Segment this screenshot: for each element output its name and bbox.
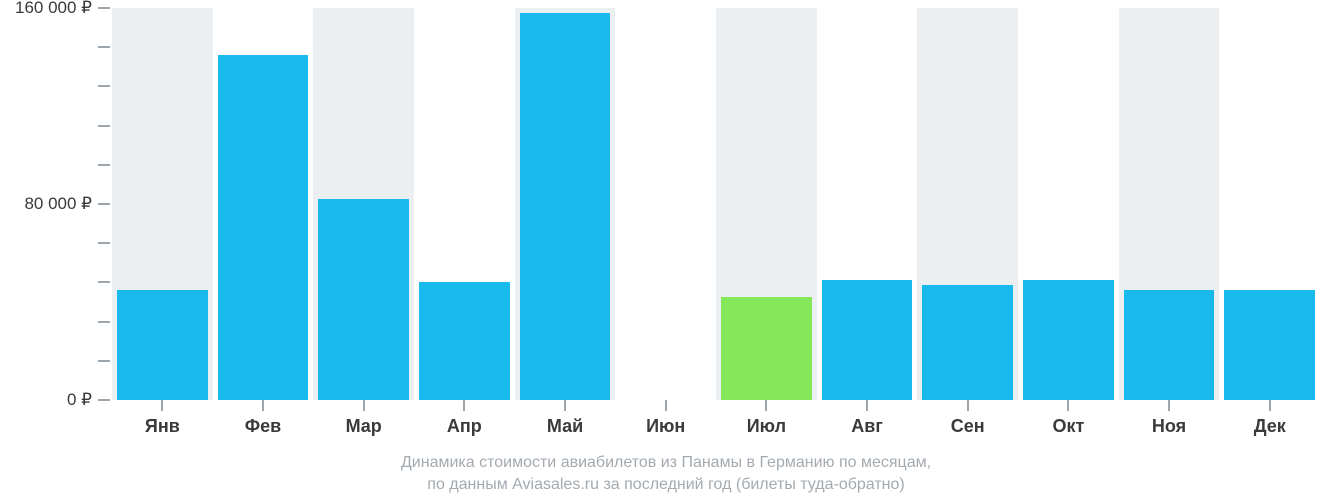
chart-column — [313, 8, 414, 400]
x-tick: Май — [515, 400, 616, 454]
y-tick-mark — [98, 125, 110, 127]
chart-column — [515, 8, 616, 400]
x-tick: Мар — [313, 400, 414, 454]
chart-column — [817, 8, 918, 400]
x-tick-label: Янв — [112, 416, 213, 437]
column-background — [615, 8, 716, 400]
caption-line-1: Динамика стоимости авиабилетов из Панамы… — [401, 454, 931, 471]
x-axis: ЯнвФевМарАпрМайИюнИюлАвгСенОктНояДек — [112, 400, 1320, 454]
y-tick-mark — [98, 360, 110, 362]
x-tick: Сен — [917, 400, 1018, 454]
chart-column — [112, 8, 213, 400]
y-tick-label: 160 000 ₽ — [15, 0, 92, 18]
x-tick-label: Мар — [313, 416, 414, 437]
bar — [922, 285, 1013, 400]
bar — [721, 297, 812, 400]
plot-area — [112, 8, 1320, 400]
y-tick-mark — [98, 242, 110, 244]
x-tick-mark — [967, 400, 969, 411]
x-tick-label: Сен — [917, 416, 1018, 437]
x-tick: Янв — [112, 400, 213, 454]
x-tick-mark — [665, 400, 667, 411]
chart-column — [716, 8, 817, 400]
x-tick-label: Апр — [414, 416, 515, 437]
x-tick-label: Дек — [1219, 416, 1320, 437]
y-tick-mark — [98, 281, 110, 283]
x-tick: Июн — [615, 400, 716, 454]
chart-column — [1119, 8, 1220, 400]
x-tick-mark — [363, 400, 365, 411]
x-tick-mark — [564, 400, 566, 411]
x-tick-mark — [463, 400, 465, 411]
chart-column — [213, 8, 314, 400]
chart-caption: Динамика стоимости авиабилетов из Панамы… — [0, 452, 1332, 496]
bar — [1124, 290, 1215, 400]
bar — [1224, 290, 1315, 400]
bar — [117, 290, 208, 400]
x-tick-mark — [1269, 400, 1271, 411]
x-tick: Апр — [414, 400, 515, 454]
x-tick-mark — [866, 400, 868, 411]
x-tick: Фев — [213, 400, 314, 454]
bar — [520, 13, 611, 400]
y-tick-mark — [98, 7, 110, 9]
chart-column — [615, 8, 716, 400]
y-tick-mark — [98, 321, 110, 323]
y-tick-label: 80 000 ₽ — [24, 194, 92, 214]
x-tick-label: Июл — [716, 416, 817, 437]
x-tick-mark — [1168, 400, 1170, 411]
y-tick-mark — [98, 399, 110, 401]
x-tick-mark — [1067, 400, 1069, 411]
chart-column — [1018, 8, 1119, 400]
x-tick: Июл — [716, 400, 817, 454]
x-tick-mark — [161, 400, 163, 411]
x-tick-label: Июн — [615, 416, 716, 437]
chart-column — [1219, 8, 1320, 400]
bar — [419, 282, 510, 400]
x-tick: Авг — [817, 400, 918, 454]
x-tick-mark — [765, 400, 767, 411]
y-tick-mark — [98, 203, 110, 205]
x-tick: Дек — [1219, 400, 1320, 454]
y-axis: 0 ₽80 000 ₽160 000 ₽ — [0, 0, 110, 400]
y-tick-label: 0 ₽ — [67, 390, 92, 410]
x-tick-label: Фев — [213, 416, 314, 437]
y-tick-mark — [98, 46, 110, 48]
x-tick-label: Авг — [817, 416, 918, 437]
caption-line-2: по данным Aviasales.ru за последний год … — [427, 476, 904, 493]
x-tick: Ноя — [1119, 400, 1220, 454]
x-tick-label: Май — [515, 416, 616, 437]
y-tick-mark — [98, 164, 110, 166]
bar — [1023, 280, 1114, 400]
chart-column — [414, 8, 515, 400]
bar — [218, 55, 309, 400]
x-tick-mark — [262, 400, 264, 411]
y-tick-mark — [98, 85, 110, 87]
x-tick-label: Ноя — [1119, 416, 1220, 437]
x-tick-label: Окт — [1018, 416, 1119, 437]
x-tick: Окт — [1018, 400, 1119, 454]
bar — [822, 280, 913, 400]
bar — [318, 199, 409, 400]
price-chart: 0 ₽ 80 000 ₽ 160 000 ₽ ЯнвФевМарАпрМайИюнИ… — [0, 0, 1332, 502]
chart-column — [917, 8, 1018, 400]
